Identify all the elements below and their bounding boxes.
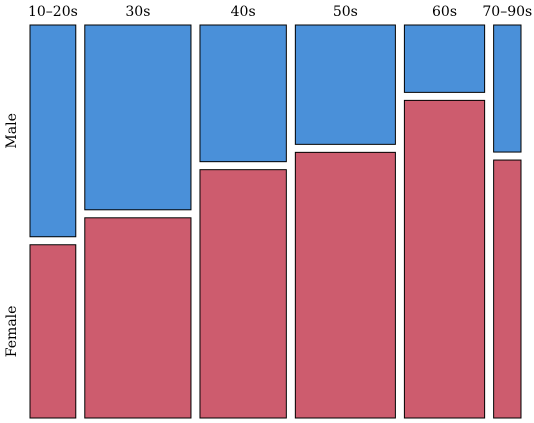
tile-female-3	[294, 151, 396, 419]
tile-male-3	[294, 24, 396, 145]
column-label-4: 60s	[432, 4, 457, 20]
column-labels: 10–20s 30s 40s 50s 60s 70–90s	[28, 4, 532, 20]
column-label-5: 70–90s	[482, 4, 532, 20]
row-labels: Male Female	[4, 113, 20, 357]
tile-male-5	[493, 24, 522, 153]
tile-male-4	[403, 24, 486, 93]
tile-male-0	[29, 24, 77, 238]
tile-female-1	[84, 217, 192, 419]
column-label-3: 50s	[333, 4, 358, 20]
column-label-2: 40s	[231, 4, 256, 20]
mosaic-tiles	[29, 24, 522, 419]
tile-male-1	[84, 24, 192, 211]
tile-female-4	[403, 99, 486, 419]
tile-female-0	[29, 244, 77, 419]
column-label-1: 30s	[125, 4, 150, 20]
tile-female-2	[199, 169, 287, 419]
tile-female-5	[493, 159, 522, 419]
row-label-female: Female	[4, 306, 20, 358]
column-label-0: 10–20s	[28, 4, 78, 20]
tile-male-2	[199, 24, 287, 163]
row-label-male: Male	[4, 113, 20, 148]
